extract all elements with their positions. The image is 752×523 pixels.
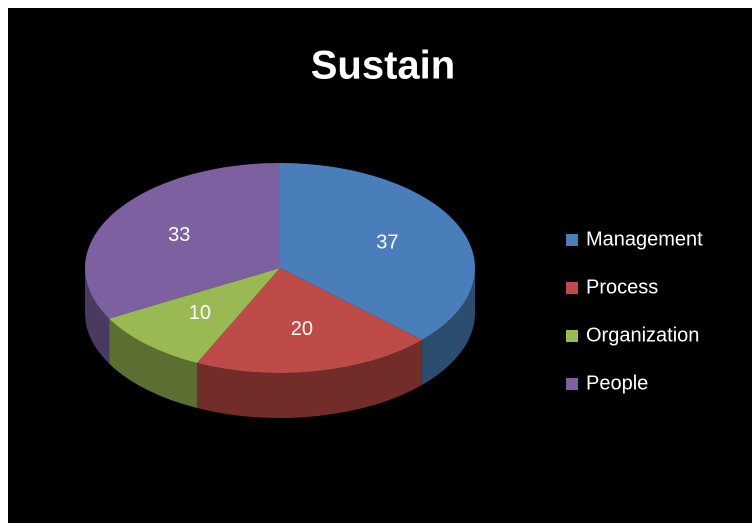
data-label: 10 — [189, 302, 211, 324]
legend-label: Management — [586, 228, 703, 250]
slice-side — [109, 318, 197, 409]
slice — [196, 268, 423, 374]
legend-swatch — [566, 234, 578, 246]
legend-swatch — [566, 330, 578, 342]
slice — [84, 163, 280, 319]
chart-title: Sustain — [311, 44, 455, 88]
slice-side — [85, 268, 110, 364]
legend-label: Organization — [586, 324, 699, 346]
data-label: 33 — [168, 224, 190, 246]
legend-label: People — [586, 372, 648, 394]
slice — [280, 163, 476, 340]
slice — [109, 268, 280, 364]
legend-swatch — [566, 378, 578, 390]
legend-swatch — [566, 282, 578, 294]
legend-label: Process — [586, 276, 658, 298]
slice-side — [422, 268, 475, 385]
data-label: 37 — [376, 231, 398, 253]
data-label: 20 — [291, 318, 313, 340]
slice-side — [196, 339, 423, 419]
